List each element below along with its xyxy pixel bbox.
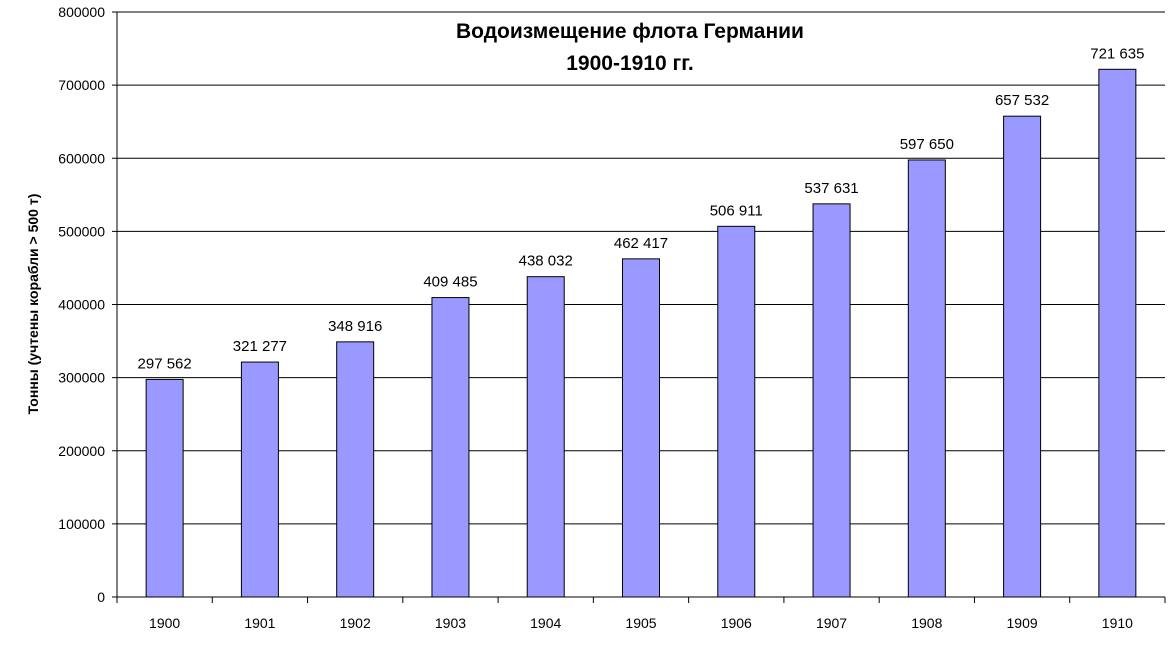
data-label: 721 635 bbox=[1090, 45, 1144, 62]
data-label: 297 562 bbox=[138, 355, 192, 372]
x-tick-label: 1900 bbox=[149, 615, 180, 631]
data-label: 597 650 bbox=[900, 136, 954, 153]
bar bbox=[1098, 68, 1137, 598]
y-tick-label: 200000 bbox=[58, 443, 105, 459]
y-tick-label: 700000 bbox=[58, 77, 105, 93]
data-label: 409 485 bbox=[423, 274, 477, 291]
bar bbox=[622, 258, 660, 598]
x-tick-label: 1901 bbox=[244, 615, 275, 631]
data-label: 438 032 bbox=[519, 253, 573, 270]
y-axis-title: Тонны (учтены корабли > 500 т) bbox=[25, 194, 41, 415]
bar bbox=[907, 159, 946, 598]
axes: 0 100000 200000 300000 400000 500000 600000 700… bbox=[58, 4, 1166, 631]
data-label: 321 277 bbox=[233, 338, 287, 355]
x-tick-label: 1908 bbox=[911, 615, 942, 631]
data-labels: 297 562 321 277 348 916 409 485 438 032 462 4… bbox=[138, 45, 1145, 372]
bar bbox=[812, 203, 851, 598]
y-tick-label: 300000 bbox=[58, 370, 105, 386]
x-tick-label: 1907 bbox=[816, 615, 847, 631]
bar bbox=[526, 276, 565, 598]
x-tick-label: 1902 bbox=[340, 615, 371, 631]
x-tick-label: 1903 bbox=[435, 615, 466, 631]
bar bbox=[145, 378, 184, 598]
chart-subtitle: 1900-1910 гг. bbox=[566, 52, 694, 75]
data-label: 348 916 bbox=[328, 318, 382, 335]
x-tick-label: 1906 bbox=[721, 615, 752, 631]
data-label: 506 911 bbox=[710, 202, 763, 219]
data-label: 462 417 bbox=[614, 235, 668, 252]
y-tick-label: 100000 bbox=[58, 516, 105, 532]
y-tick-label: 0 bbox=[97, 589, 105, 605]
bars bbox=[145, 68, 1137, 598]
x-tick-label: 1905 bbox=[625, 615, 656, 631]
chart-title: Водоизмещение флота Германии bbox=[456, 20, 804, 43]
bar bbox=[1003, 115, 1042, 598]
data-label: 657 532 bbox=[995, 92, 1049, 109]
bar bbox=[336, 341, 375, 598]
y-tick-label: 600000 bbox=[58, 150, 105, 166]
bar bbox=[431, 297, 470, 598]
y-tick-label: 400000 bbox=[58, 297, 105, 313]
y-tick-label: 500000 bbox=[58, 223, 105, 239]
x-tick-label: 1904 bbox=[530, 615, 561, 631]
x-tick-label: 1910 bbox=[1102, 615, 1133, 631]
y-tick-label: 800000 bbox=[58, 4, 105, 20]
bar bbox=[717, 225, 756, 598]
bar bbox=[240, 361, 279, 598]
data-label: 537 631 bbox=[804, 180, 858, 197]
x-tick-label: 1909 bbox=[1007, 615, 1038, 631]
